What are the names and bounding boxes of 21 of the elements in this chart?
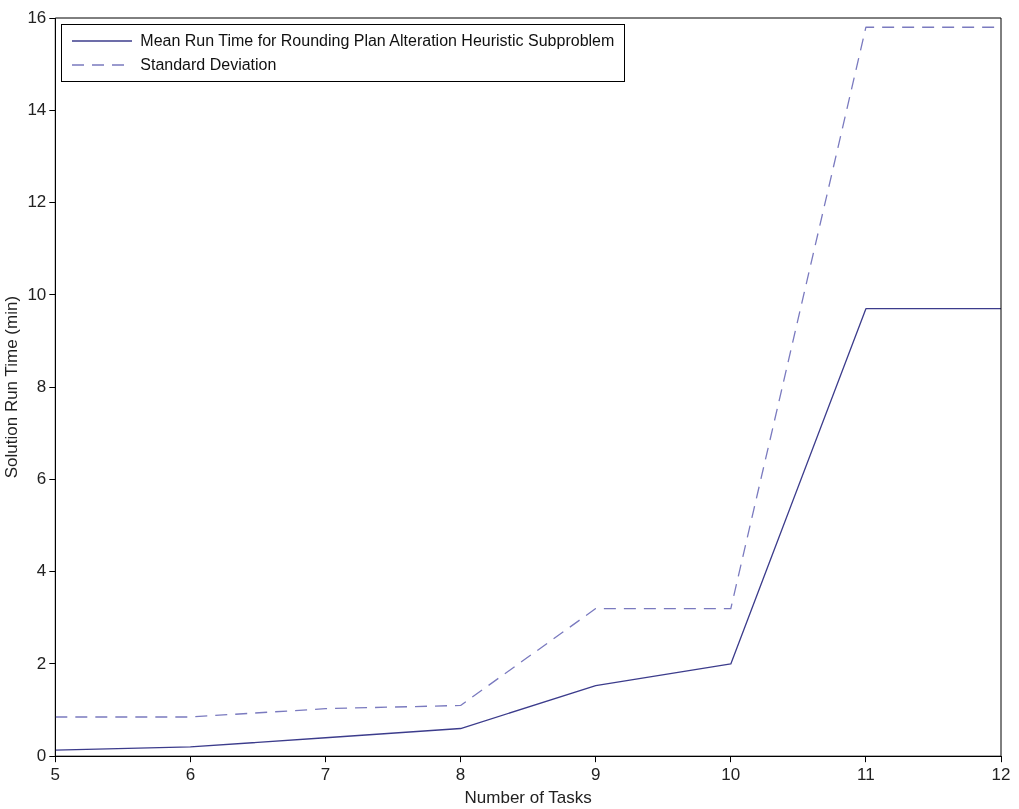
x-tick-label: 6 <box>185 765 196 785</box>
x-tick-label: 7 <box>320 765 331 785</box>
y-tick-label: 16 <box>27 7 47 27</box>
y-tick-label: 14 <box>27 99 47 119</box>
y-tick-label: 6 <box>36 469 47 489</box>
y-tick-label: 0 <box>36 745 47 765</box>
x-tick-label: 5 <box>50 765 61 785</box>
x-tick-label: 12 <box>991 765 1011 785</box>
x-tick-label: 11 <box>857 765 875 785</box>
y-tick-label: 4 <box>36 561 47 581</box>
x-tick-label: 9 <box>590 765 601 785</box>
legend-label: Standard Deviation <box>140 56 277 74</box>
x-axis-title: Number of Tasks <box>464 788 592 808</box>
y-axis-title: Solution Run Time (min) <box>1 295 21 479</box>
y-tick-label: 8 <box>36 376 47 396</box>
legend-label: Mean Run Time for Rounding Plan Alteration Heuristic Subproblem <box>140 32 615 50</box>
x-tick-label: 8 <box>455 765 466 785</box>
y-tick-label: 10 <box>27 284 47 304</box>
x-tick-label: 10 <box>721 765 741 785</box>
y-tick-label: 2 <box>36 653 47 673</box>
y-tick-label: 12 <box>27 192 47 212</box>
